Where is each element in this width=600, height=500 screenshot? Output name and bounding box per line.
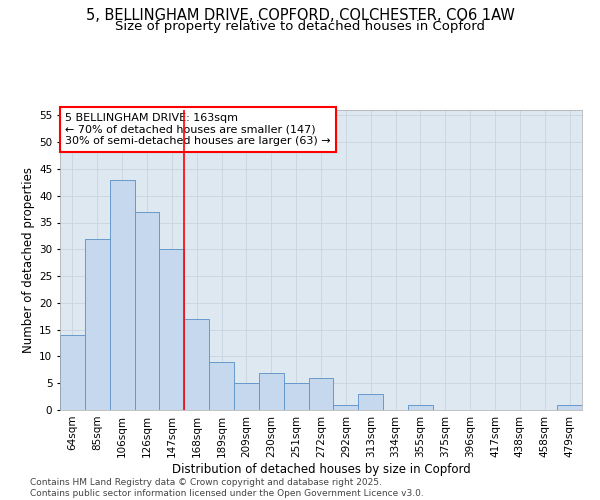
Text: Size of property relative to detached houses in Copford: Size of property relative to detached ho… xyxy=(115,20,485,33)
Bar xyxy=(259,372,284,410)
Bar xyxy=(234,383,259,410)
Bar xyxy=(184,319,209,410)
Text: Contains HM Land Registry data © Crown copyright and database right 2025.
Contai: Contains HM Land Registry data © Crown c… xyxy=(30,478,424,498)
Bar xyxy=(209,362,234,410)
Bar xyxy=(110,180,134,410)
Text: 5 BELLINGHAM DRIVE: 163sqm
← 70% of detached houses are smaller (147)
30% of sem: 5 BELLINGHAM DRIVE: 163sqm ← 70% of deta… xyxy=(65,113,331,146)
Bar xyxy=(85,238,110,410)
Text: 5, BELLINGHAM DRIVE, COPFORD, COLCHESTER, CO6 1AW: 5, BELLINGHAM DRIVE, COPFORD, COLCHESTER… xyxy=(86,8,514,22)
X-axis label: Distribution of detached houses by size in Copford: Distribution of detached houses by size … xyxy=(172,462,470,475)
Bar xyxy=(308,378,334,410)
Bar xyxy=(160,250,184,410)
Y-axis label: Number of detached properties: Number of detached properties xyxy=(22,167,35,353)
Bar xyxy=(557,404,582,410)
Bar xyxy=(284,383,308,410)
Bar xyxy=(358,394,383,410)
Bar xyxy=(334,404,358,410)
Bar xyxy=(60,335,85,410)
Bar xyxy=(134,212,160,410)
Bar xyxy=(408,404,433,410)
